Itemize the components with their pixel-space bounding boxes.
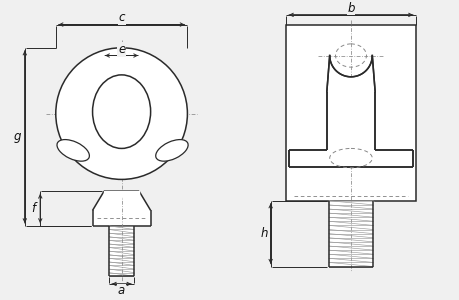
Polygon shape bbox=[288, 56, 412, 167]
Text: e: e bbox=[118, 43, 125, 56]
Text: c: c bbox=[118, 11, 124, 24]
Text: f: f bbox=[31, 202, 35, 215]
Ellipse shape bbox=[57, 140, 89, 161]
Ellipse shape bbox=[155, 140, 188, 161]
Text: h: h bbox=[259, 227, 267, 240]
Ellipse shape bbox=[92, 75, 150, 148]
Text: g: g bbox=[13, 130, 21, 143]
Text: b: b bbox=[347, 2, 354, 15]
Text: a: a bbox=[118, 284, 125, 297]
Circle shape bbox=[56, 48, 187, 179]
Bar bbox=[285, 25, 415, 201]
Polygon shape bbox=[92, 191, 150, 226]
